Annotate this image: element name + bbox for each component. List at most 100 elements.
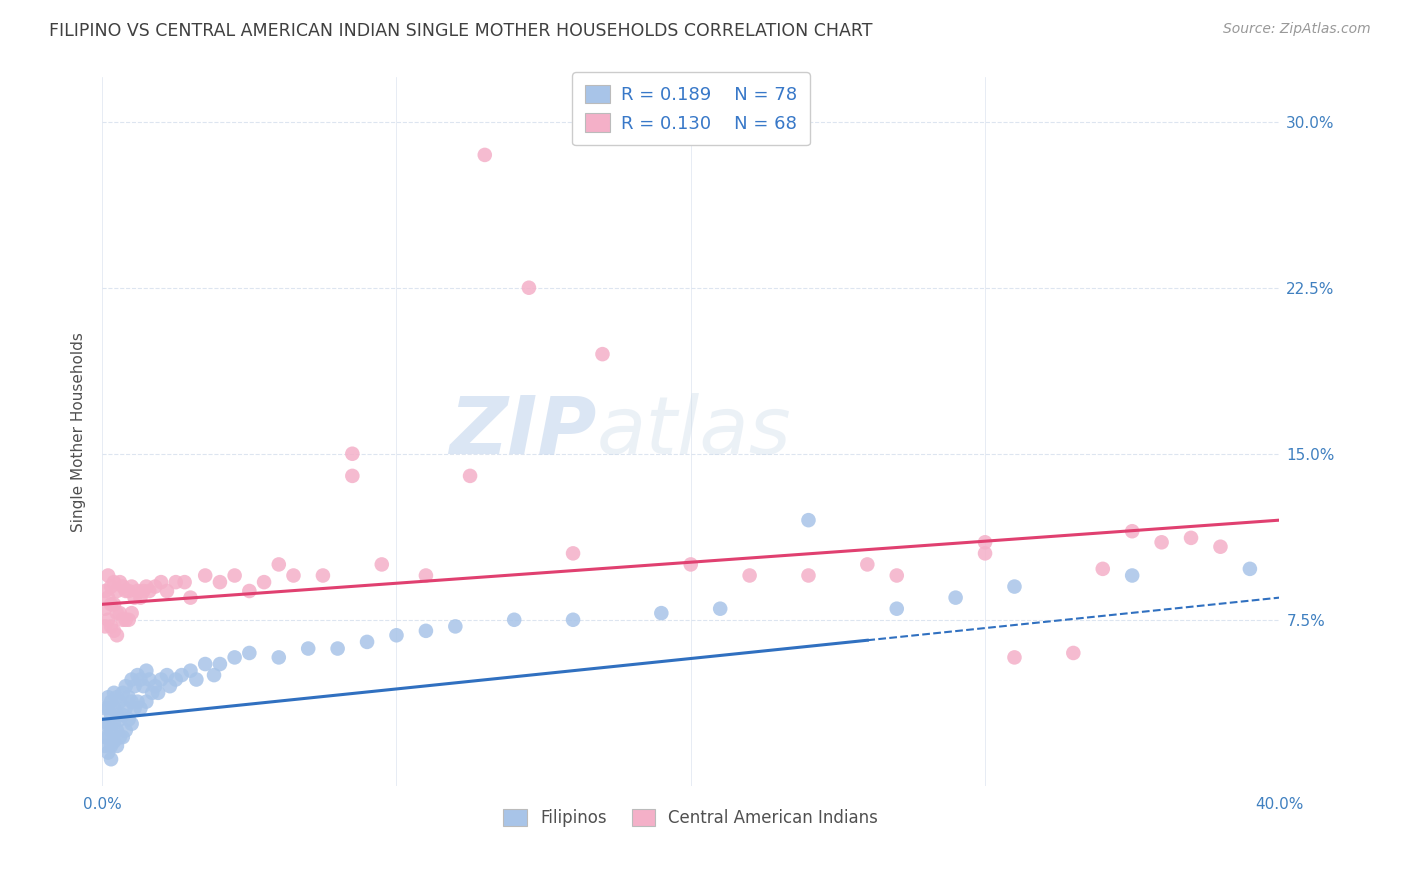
Point: [165, 673, 187, 687]
Point: [143, 679, 166, 693]
Point: [797, 568, 820, 582]
Point: [267, 650, 290, 665]
Text: Source: ZipAtlas.com: Source: ZipAtlas.com: [1223, 22, 1371, 37]
Point: [135, 580, 157, 594]
Point: [100, 708, 122, 723]
Point: [562, 613, 585, 627]
Point: [194, 657, 217, 671]
Point: [326, 641, 349, 656]
Point: [103, 624, 125, 638]
Point: [297, 641, 319, 656]
Point: [186, 673, 208, 687]
Point: [132, 584, 155, 599]
Point: [856, 558, 879, 572]
Point: [105, 628, 128, 642]
Point: [111, 580, 134, 594]
Point: [108, 606, 131, 620]
Point: [156, 584, 179, 599]
Point: [103, 597, 125, 611]
Point: [371, 558, 394, 572]
Point: [94, 701, 117, 715]
Point: [135, 695, 157, 709]
Point: [141, 686, 163, 700]
Point: [105, 723, 128, 738]
Point: [94, 584, 117, 599]
Point: [97, 690, 120, 705]
Point: [474, 148, 496, 162]
Point: [974, 535, 997, 549]
Point: [356, 635, 378, 649]
Point: [179, 591, 201, 605]
Point: [103, 701, 125, 715]
Point: [127, 668, 149, 682]
Point: [105, 690, 128, 705]
Point: [159, 679, 181, 693]
Point: [165, 575, 187, 590]
Point: [129, 591, 152, 605]
Point: [886, 568, 908, 582]
Point: [108, 712, 131, 726]
Point: [97, 716, 120, 731]
Point: [127, 584, 149, 599]
Point: [267, 558, 290, 572]
Point: [111, 686, 134, 700]
Point: [105, 584, 128, 599]
Point: [562, 546, 585, 560]
Point: [179, 664, 201, 678]
Point: [100, 739, 122, 753]
Point: [342, 447, 364, 461]
Point: [312, 568, 335, 582]
Point: [124, 679, 146, 693]
Point: [114, 679, 136, 693]
Point: [114, 584, 136, 599]
Point: [132, 679, 155, 693]
Legend: Filipinos, Central American Indians: Filipinos, Central American Indians: [496, 803, 884, 834]
Point: [1004, 650, 1026, 665]
Point: [797, 513, 820, 527]
Point: [650, 606, 672, 620]
Point: [100, 752, 122, 766]
Point: [121, 695, 143, 709]
Point: [208, 575, 231, 590]
Point: [108, 695, 131, 709]
Point: [224, 568, 246, 582]
Point: [97, 613, 120, 627]
Point: [415, 624, 437, 638]
Point: [111, 708, 134, 723]
Point: [135, 664, 157, 678]
Point: [517, 281, 540, 295]
Text: ZIP: ZIP: [450, 392, 596, 471]
Point: [945, 591, 967, 605]
Point: [143, 580, 166, 594]
Point: [238, 584, 260, 599]
Point: [138, 673, 160, 687]
Text: atlas: atlas: [596, 392, 792, 471]
Point: [97, 591, 120, 605]
Point: [150, 673, 173, 687]
Point: [129, 701, 152, 715]
Point: [253, 575, 276, 590]
Point: [238, 646, 260, 660]
Point: [385, 628, 408, 642]
Point: [94, 739, 117, 753]
Point: [97, 730, 120, 744]
Point: [173, 575, 195, 590]
Point: [114, 613, 136, 627]
Point: [121, 673, 143, 687]
Point: [124, 591, 146, 605]
Point: [224, 650, 246, 665]
Point: [679, 558, 702, 572]
Point: [114, 701, 136, 715]
Point: [118, 613, 141, 627]
Point: [1150, 535, 1173, 549]
Point: [1121, 524, 1143, 539]
Point: [103, 734, 125, 748]
Point: [146, 686, 169, 700]
Point: [1062, 646, 1084, 660]
Point: [97, 701, 120, 715]
Point: [111, 730, 134, 744]
Point: [503, 613, 526, 627]
Point: [108, 730, 131, 744]
Point: [94, 619, 117, 633]
Point: [103, 575, 125, 590]
